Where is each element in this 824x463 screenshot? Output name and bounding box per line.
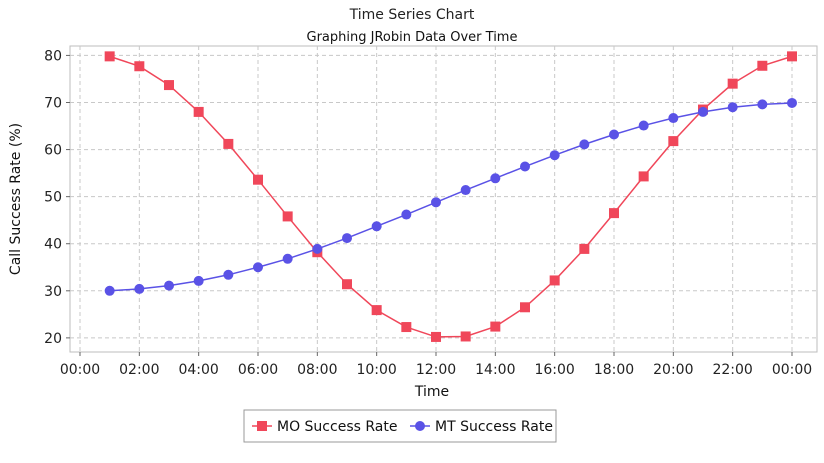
series-line-mt (109, 102, 793, 292)
data-point-mt (727, 102, 738, 113)
data-point-mt (253, 262, 263, 273)
data-point-mt (282, 253, 293, 264)
legend: MO Success Rate MT Success Rate (243, 409, 557, 443)
chart-title: Time Series Chart (349, 7, 475, 23)
y-tick-label: 20 (44, 331, 62, 347)
y-tick-label: 40 (44, 237, 62, 253)
data-point-mo (104, 51, 115, 62)
x-tick-label: 02:00 (119, 362, 159, 378)
data-point-mo (609, 208, 619, 219)
y-tick-label: 80 (44, 48, 62, 64)
x-tick-label: 06:00 (238, 362, 278, 378)
y-tick-label: 30 (44, 284, 62, 300)
x-tick-label: 22:00 (712, 362, 752, 378)
data-point-mo (193, 106, 204, 117)
x-tick-label: 10:00 (356, 362, 396, 378)
data-point-mo (401, 322, 412, 333)
data-point-mt (193, 275, 204, 286)
y-axis-label: Call Success Rate (%) (8, 123, 24, 275)
x-tick-label: 00:00 (772, 362, 812, 378)
legend-mo-label: MO Success Rate (277, 419, 397, 435)
data-point-mt (312, 243, 323, 254)
legend-mt-label: MT Success Rate (435, 419, 553, 435)
x-tick-label: 00:00 (60, 362, 100, 378)
data-point-mt (787, 97, 797, 108)
legend-box (243, 409, 557, 443)
data-point-mo (520, 302, 530, 313)
data-point-mo (342, 279, 352, 290)
data-point-mt (668, 113, 679, 124)
x-axis-label: Time (414, 384, 449, 400)
chart-subtitle: Graphing JRobin Data Over Time (307, 30, 518, 45)
grid-layer (70, 46, 817, 352)
legend-mo-marker (257, 421, 267, 431)
data-point-mt (638, 120, 649, 131)
data-point-mo (371, 305, 382, 316)
data-point-mt (520, 161, 530, 172)
legend-mt-marker (415, 421, 425, 431)
x-tick-label: 04:00 (178, 362, 218, 378)
data-point-mo (579, 243, 590, 254)
data-point-mt (223, 269, 234, 280)
data-point-mt (609, 129, 619, 140)
data-point-mo (757, 60, 768, 71)
data-point-mt (371, 221, 382, 232)
data-point-mt (342, 233, 352, 244)
data-point-mt (164, 280, 174, 291)
data-point-mt (460, 185, 471, 196)
data-point-mt (579, 139, 590, 150)
data-point-mt (698, 106, 708, 117)
data-point-mt (549, 150, 560, 161)
data-point-mo (223, 138, 234, 149)
data-point-mt (401, 209, 412, 220)
data-point-mt (104, 285, 115, 296)
axis-layer: 20 30 40 50 60 70 80 00:00 02:00 04:00 06:00 08:00 1… (44, 48, 812, 378)
data-point-mo (431, 331, 441, 342)
data-point-mo (668, 136, 679, 147)
x-tick-label: 14:00 (475, 362, 515, 378)
x-tick-label: 12:00 (416, 362, 456, 378)
y-tick-label: 50 (44, 190, 62, 206)
data-point-mo (282, 211, 293, 222)
data-point-mo (134, 61, 145, 72)
series-layer (104, 51, 797, 342)
x-tick-label: 20:00 (653, 362, 693, 378)
data-point-mo (253, 174, 263, 185)
data-point-mt (757, 99, 768, 110)
data-point-mt (431, 197, 441, 208)
y-tick-label: 60 (44, 143, 62, 159)
x-tick-label: 16:00 (534, 362, 574, 378)
series-line-mo (109, 55, 793, 338)
data-point-mo (549, 275, 560, 286)
data-point-mt (490, 173, 501, 184)
data-point-mo (490, 321, 501, 332)
x-tick-label: 08:00 (297, 362, 337, 378)
data-point-mo (787, 51, 797, 62)
data-point-mo (164, 80, 174, 91)
data-point-mo (460, 331, 471, 342)
x-tick-label: 18:00 (594, 362, 634, 378)
data-point-mo (638, 171, 649, 182)
data-point-mt (134, 283, 145, 294)
y-tick-label: 70 (44, 95, 62, 111)
data-point-mo (727, 78, 738, 89)
